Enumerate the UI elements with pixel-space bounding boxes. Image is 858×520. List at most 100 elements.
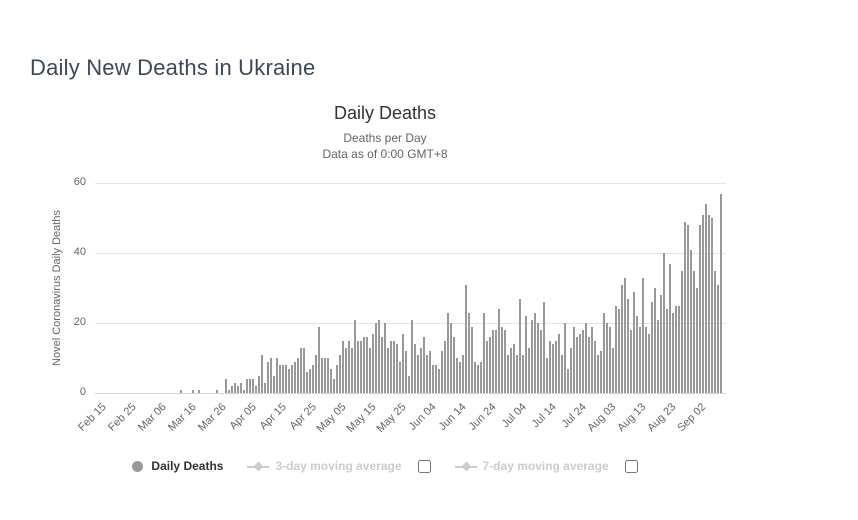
daily-deaths-bar[interactable] (354, 319, 356, 393)
daily-deaths-bar[interactable] (528, 347, 530, 393)
daily-deaths-bar[interactable] (576, 337, 578, 393)
daily-deaths-bar[interactable] (279, 365, 281, 393)
daily-deaths-bar[interactable] (474, 361, 476, 393)
daily-deaths-bar[interactable] (399, 361, 401, 393)
daily-deaths-bar[interactable] (531, 319, 533, 393)
daily-deaths-bar[interactable] (273, 375, 275, 393)
daily-deaths-bar[interactable] (411, 319, 413, 393)
daily-deaths-bar[interactable] (681, 270, 683, 393)
daily-deaths-bar[interactable] (660, 295, 662, 393)
legend-item-3day-moving-average[interactable]: 3-day moving average (223, 459, 402, 473)
daily-deaths-bar[interactable] (393, 340, 395, 393)
daily-deaths-bar[interactable] (612, 347, 614, 393)
daily-deaths-bar[interactable] (657, 319, 659, 393)
daily-deaths-bar[interactable] (342, 340, 344, 393)
daily-deaths-bar[interactable] (609, 326, 611, 393)
daily-deaths-bar[interactable] (546, 358, 548, 393)
daily-deaths-bar[interactable] (378, 319, 380, 393)
daily-deaths-bar[interactable] (276, 358, 278, 393)
daily-deaths-bar[interactable] (450, 323, 452, 393)
daily-deaths-bar[interactable] (708, 214, 710, 393)
daily-deaths-bar[interactable] (432, 365, 434, 393)
daily-deaths-bar[interactable] (318, 326, 320, 393)
checkbox-7day-moving-average[interactable] (624, 459, 638, 473)
daily-deaths-bar[interactable] (516, 354, 518, 393)
daily-deaths-bar[interactable] (261, 354, 263, 393)
daily-deaths-bar[interactable] (360, 340, 362, 393)
daily-deaths-bar[interactable] (684, 221, 686, 393)
daily-deaths-bar[interactable] (402, 333, 404, 393)
daily-deaths-bar[interactable] (282, 365, 284, 393)
daily-deaths-bar[interactable] (579, 333, 581, 393)
daily-deaths-bar[interactable] (441, 351, 443, 393)
daily-deaths-bar[interactable] (603, 312, 605, 393)
daily-deaths-bar[interactable] (291, 365, 293, 393)
daily-deaths-bar[interactable] (369, 347, 371, 393)
daily-deaths-bar[interactable] (312, 365, 314, 393)
daily-deaths-bar[interactable] (582, 330, 584, 393)
legend-item-7day-moving-average[interactable]: 7-day moving average (431, 459, 609, 473)
daily-deaths-bar[interactable] (513, 344, 515, 393)
daily-deaths-bar[interactable] (405, 351, 407, 393)
daily-deaths-bar[interactable] (435, 365, 437, 393)
daily-deaths-bar[interactable] (498, 309, 500, 393)
daily-deaths-bar[interactable] (639, 326, 641, 393)
daily-deaths-bar[interactable] (564, 323, 566, 393)
daily-deaths-bar[interactable] (372, 333, 374, 393)
daily-deaths-bar[interactable] (675, 305, 677, 393)
daily-deaths-bar[interactable] (525, 316, 527, 393)
daily-deaths-bar[interactable] (465, 284, 467, 393)
daily-deaths-bar[interactable] (321, 358, 323, 393)
daily-deaths-bar[interactable] (438, 368, 440, 393)
daily-deaths-bar[interactable] (561, 354, 563, 393)
daily-deaths-bar[interactable] (381, 337, 383, 393)
daily-deaths-bar[interactable] (555, 340, 557, 393)
daily-deaths-bar[interactable] (267, 361, 269, 393)
daily-deaths-bar[interactable] (573, 326, 575, 393)
daily-deaths-bar[interactable] (252, 379, 254, 393)
daily-deaths-bar[interactable] (300, 347, 302, 393)
daily-deaths-bar[interactable] (615, 305, 617, 393)
daily-deaths-bar[interactable] (327, 358, 329, 393)
daily-deaths-bar[interactable] (540, 330, 542, 393)
daily-deaths-bar[interactable] (648, 333, 650, 393)
daily-deaths-bar[interactable] (570, 347, 572, 393)
daily-deaths-bar[interactable] (306, 372, 308, 393)
daily-deaths-bar[interactable] (678, 305, 680, 393)
daily-deaths-bar[interactable] (699, 225, 701, 393)
daily-deaths-bar[interactable] (627, 298, 629, 393)
daily-deaths-bar[interactable] (417, 354, 419, 393)
daily-deaths-bar[interactable] (486, 340, 488, 393)
daily-deaths-bar[interactable] (702, 214, 704, 393)
daily-deaths-bar[interactable] (534, 312, 536, 393)
daily-deaths-bar[interactable] (315, 354, 317, 393)
daily-deaths-bar[interactable] (309, 368, 311, 393)
daily-deaths-bar[interactable] (501, 326, 503, 393)
daily-deaths-bar[interactable] (483, 312, 485, 393)
daily-deaths-bar[interactable] (720, 193, 722, 393)
daily-deaths-bar[interactable] (234, 382, 236, 393)
daily-deaths-bar[interactable] (624, 277, 626, 393)
daily-deaths-bar[interactable] (510, 347, 512, 393)
daily-deaths-bar[interactable] (456, 358, 458, 393)
daily-deaths-bar[interactable] (489, 337, 491, 393)
daily-deaths-bar[interactable] (633, 291, 635, 393)
daily-deaths-bar[interactable] (216, 389, 218, 393)
daily-deaths-bar[interactable] (243, 389, 245, 393)
daily-deaths-bar[interactable] (519, 298, 521, 393)
daily-deaths-bar[interactable] (288, 368, 290, 393)
daily-deaths-bar[interactable] (297, 358, 299, 393)
daily-deaths-bar[interactable] (492, 330, 494, 393)
daily-deaths-bar[interactable] (246, 379, 248, 393)
daily-deaths-bar[interactable] (630, 330, 632, 393)
daily-deaths-bar[interactable] (264, 382, 266, 393)
daily-deaths-bar[interactable] (420, 347, 422, 393)
daily-deaths-bar[interactable] (270, 358, 272, 393)
daily-deaths-bar[interactable] (585, 323, 587, 393)
daily-deaths-bar[interactable] (429, 351, 431, 393)
daily-deaths-bar[interactable] (444, 340, 446, 393)
daily-deaths-bar[interactable] (591, 326, 593, 393)
daily-deaths-bar[interactable] (606, 323, 608, 393)
daily-deaths-bar[interactable] (711, 218, 713, 393)
daily-deaths-bar[interactable] (423, 337, 425, 393)
